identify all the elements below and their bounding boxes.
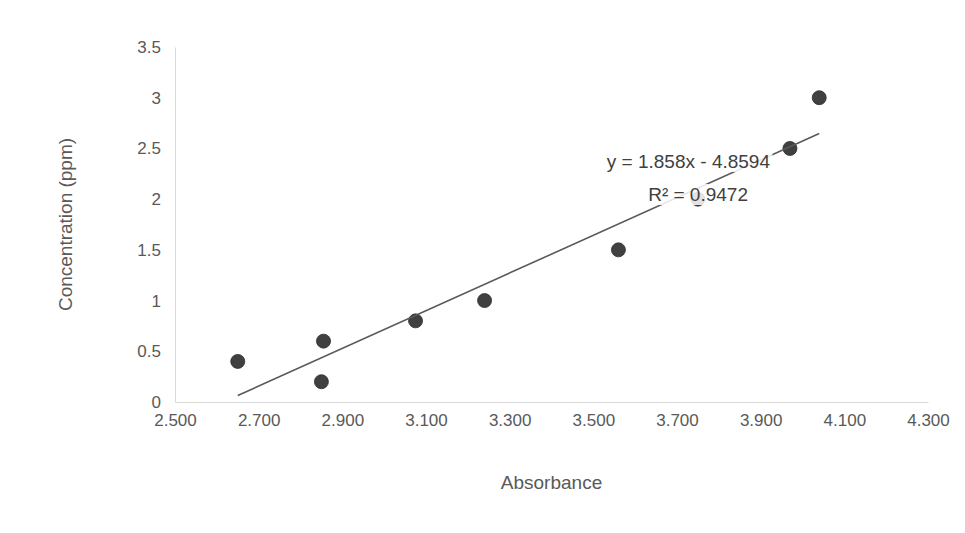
x-tick: 2.900 [322, 402, 365, 430]
y-tick: 0.5 [137, 342, 175, 361]
x-tick-label: 3.300 [489, 411, 532, 430]
annotation-background [646, 184, 750, 205]
y-tick-label: 2.5 [137, 139, 161, 158]
y-tick: 2 [152, 190, 175, 209]
annotation: y = 1.858x - 4.8594 [607, 151, 771, 172]
x-tick-label: 3.100 [405, 411, 448, 430]
y-tick: 0 [152, 393, 175, 412]
y-tick-label: 2 [152, 190, 161, 209]
x-tick-label: 3.700 [656, 411, 699, 430]
y-tick: 1.5 [137, 241, 175, 260]
x-tick-label: 3.900 [740, 411, 783, 430]
x-axis-title: Absorbance [501, 472, 602, 493]
data-point [478, 294, 492, 308]
data-point [812, 91, 826, 105]
x-tick: 4.100 [824, 402, 867, 430]
data-point [314, 375, 328, 389]
x-tick: 4.300 [907, 402, 950, 430]
y-tick: 1 [152, 292, 175, 311]
plot-area: 2.500 2.700 2.900 3.100 3.300 3.500 3.700 3.900… [137, 38, 949, 430]
y-tick: 3.5 [137, 38, 175, 57]
data-point [611, 243, 625, 257]
y-tick-label: 3 [152, 89, 161, 108]
x-tick: 3.700 [656, 402, 699, 430]
x-tick: 3.300 [489, 402, 532, 430]
y-axis-line [175, 48, 176, 403]
y-tick-label: 0 [152, 393, 161, 412]
x-tick: 3.900 [740, 402, 783, 430]
y-tick-label: 0.5 [137, 342, 161, 361]
annotation-background [605, 151, 773, 172]
x-tick-label: 2.500 [154, 411, 197, 430]
x-axis-line [176, 402, 929, 403]
data-point [231, 354, 245, 368]
x-axis: 2.500 2.700 2.900 3.100 3.300 3.500 3.700 3.900… [154, 402, 950, 430]
y-tick-label: 3.5 [137, 38, 161, 57]
data-point [317, 334, 331, 348]
x-tick-label: 2.700 [238, 411, 281, 430]
y-tick: 3 [152, 89, 175, 108]
y-tick: 2.5 [137, 139, 175, 158]
chart: 2.500 2.700 2.900 3.100 3.300 3.500 3.700 3.900… [0, 0, 965, 533]
x-tick-label: 3.500 [573, 411, 616, 430]
y-axis: 0 0.5 1 1.5 2 2.5 3 3.5 [137, 38, 175, 412]
annotation: R² = 0.9472 [648, 184, 748, 205]
x-tick-label: 4.300 [907, 411, 950, 430]
marks [231, 91, 826, 396]
x-tick-label: 2.900 [322, 411, 365, 430]
trend-line [238, 134, 819, 396]
x-tick: 3.100 [405, 402, 448, 430]
y-axis-title: Concentration (ppm) [55, 138, 76, 311]
x-tick-label: 4.100 [824, 411, 867, 430]
x-tick: 3.500 [573, 402, 616, 430]
y-tick-label: 1.5 [137, 241, 161, 260]
y-tick-label: 1 [152, 292, 161, 311]
x-tick: 2.700 [238, 402, 281, 430]
